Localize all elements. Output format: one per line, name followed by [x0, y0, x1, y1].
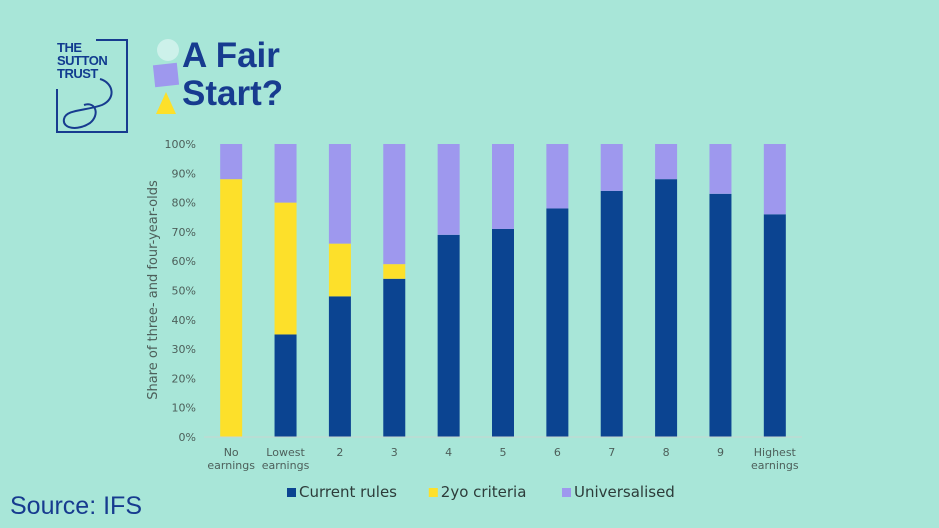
- logo-line-1: THE: [57, 40, 82, 55]
- bar-current-rules-8: [655, 179, 678, 437]
- x-tick-label: 3: [391, 446, 398, 459]
- bar-current-rules-3: [383, 278, 406, 437]
- logo-line-2: SUTTON: [57, 53, 108, 68]
- bar-universalised-5: [492, 144, 514, 229]
- source-label: Source: IFS: [10, 492, 142, 520]
- bar-2yo-criteria-1: [274, 202, 297, 335]
- sutton-trust-logo-icon: [56, 39, 128, 133]
- x-tick-label: 4: [445, 446, 452, 459]
- bar-current-rules-2: [328, 296, 351, 437]
- x-tick-label: 8: [663, 446, 670, 459]
- legend-swatch-2yo-criteria: [428, 488, 438, 497]
- y-tick-label: 20%: [172, 372, 196, 385]
- x-tick-label: 7: [608, 446, 615, 459]
- bar-current-rules-1: [274, 334, 297, 437]
- bar-universalised-7: [600, 144, 623, 191]
- fair-start-shapes-icon: [152, 39, 180, 114]
- y-tick-label: 50%: [172, 285, 196, 298]
- x-tick-label: 6: [554, 446, 561, 459]
- bar-universalised-6: [546, 144, 569, 209]
- y-tick-label: 60%: [172, 255, 196, 268]
- bar-universalised-3: [383, 144, 406, 265]
- y-tick-label: 80%: [172, 197, 196, 210]
- x-tick-label: 2: [336, 446, 343, 459]
- bar-current-rules-4: [437, 234, 460, 437]
- title-line-1: A Fair: [182, 36, 280, 75]
- y-tick-label: 0%: [179, 431, 196, 444]
- y-tick-label: 30%: [172, 343, 196, 356]
- y-tick-label: 90%: [172, 167, 196, 180]
- bar-universalised-2: [328, 144, 351, 244]
- bar-current-rules-7: [600, 190, 623, 437]
- title-line-2: Start?: [182, 74, 284, 113]
- y-tick-label: 10%: [172, 402, 196, 415]
- legend-swatch-current-rules: [287, 488, 296, 497]
- bar-universalised-10: [763, 144, 786, 215]
- legend-swatch-universalised: [562, 488, 571, 497]
- y-tick-label: 70%: [172, 226, 196, 239]
- legend-label-universalised: Universalised: [574, 483, 675, 501]
- x-tick-label: No earnings: [207, 446, 255, 472]
- x-tick-label: 9: [717, 446, 724, 459]
- bar-current-rules-5: [492, 228, 514, 437]
- bar-universalised-0: [220, 144, 243, 180]
- bar-2yo-criteria-0: [220, 179, 243, 437]
- sutton-trust-logo-text: THE SUTTON TRUST: [57, 40, 108, 81]
- legend-label-2yo-criteria: 2yo criteria: [441, 483, 527, 501]
- x-tick-label: Lowest earnings: [262, 446, 310, 472]
- legend-label-current-rules: Current rules: [299, 483, 397, 501]
- bar-universalised-1: [274, 144, 297, 203]
- bar-current-rules-10: [763, 214, 786, 437]
- bar-universalised-9: [709, 144, 732, 194]
- y-axis-label: Share of three- and four-year-olds: [146, 180, 161, 400]
- bar-current-rules-6: [546, 208, 569, 437]
- bar-2yo-criteria-3: [383, 264, 406, 279]
- x-tick-label: Highest earnings: [751, 446, 799, 472]
- bar-universalised-8: [655, 144, 678, 180]
- bar-current-rules-9: [709, 193, 732, 437]
- logo-line-3: TRUST: [57, 66, 98, 81]
- bar-universalised-4: [437, 144, 460, 235]
- x-tick-label: 5: [500, 446, 507, 459]
- y-tick-label: 100%: [165, 138, 196, 151]
- fair-start-title: A Fair Start?: [182, 37, 283, 113]
- bar-2yo-criteria-2: [328, 243, 351, 297]
- y-tick-label: 40%: [172, 314, 196, 327]
